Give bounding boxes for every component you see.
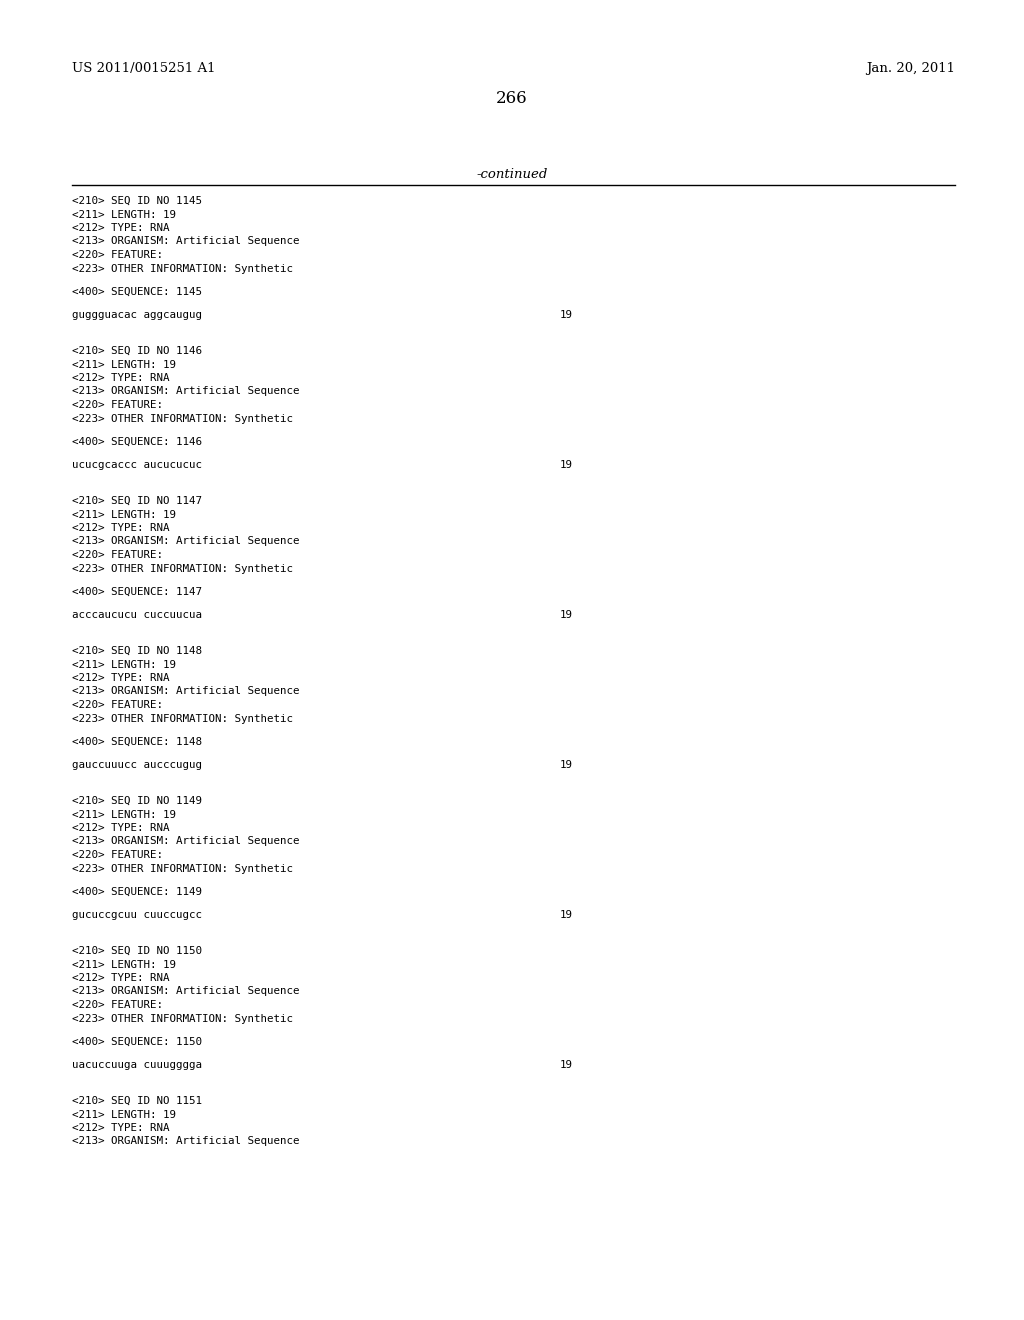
Text: <223> OTHER INFORMATION: Synthetic: <223> OTHER INFORMATION: Synthetic [72, 1014, 293, 1023]
Text: <210> SEQ ID NO 1146: <210> SEQ ID NO 1146 [72, 346, 202, 356]
Text: <210> SEQ ID NO 1151: <210> SEQ ID NO 1151 [72, 1096, 202, 1106]
Text: <400> SEQUENCE: 1149: <400> SEQUENCE: 1149 [72, 887, 202, 898]
Text: <400> SEQUENCE: 1146: <400> SEQUENCE: 1146 [72, 437, 202, 447]
Text: <220> FEATURE:: <220> FEATURE: [72, 700, 163, 710]
Text: <211> LENGTH: 19: <211> LENGTH: 19 [72, 960, 176, 969]
Text: <220> FEATURE:: <220> FEATURE: [72, 550, 163, 560]
Text: <213> ORGANISM: Artificial Sequence: <213> ORGANISM: Artificial Sequence [72, 986, 299, 997]
Text: <211> LENGTH: 19: <211> LENGTH: 19 [72, 210, 176, 219]
Text: <213> ORGANISM: Artificial Sequence: <213> ORGANISM: Artificial Sequence [72, 536, 299, 546]
Text: <212> TYPE: RNA: <212> TYPE: RNA [72, 223, 170, 234]
Text: <212> TYPE: RNA: <212> TYPE: RNA [72, 523, 170, 533]
Text: <212> TYPE: RNA: <212> TYPE: RNA [72, 822, 170, 833]
Text: <220> FEATURE:: <220> FEATURE: [72, 249, 163, 260]
Text: <223> OTHER INFORMATION: Synthetic: <223> OTHER INFORMATION: Synthetic [72, 714, 293, 723]
Text: <220> FEATURE:: <220> FEATURE: [72, 1001, 163, 1010]
Text: <211> LENGTH: 19: <211> LENGTH: 19 [72, 359, 176, 370]
Text: <213> ORGANISM: Artificial Sequence: <213> ORGANISM: Artificial Sequence [72, 236, 299, 247]
Text: <212> TYPE: RNA: <212> TYPE: RNA [72, 374, 170, 383]
Text: <213> ORGANISM: Artificial Sequence: <213> ORGANISM: Artificial Sequence [72, 686, 299, 697]
Text: <211> LENGTH: 19: <211> LENGTH: 19 [72, 510, 176, 520]
Text: <213> ORGANISM: Artificial Sequence: <213> ORGANISM: Artificial Sequence [72, 387, 299, 396]
Text: 19: 19 [560, 461, 573, 470]
Text: 19: 19 [560, 911, 573, 920]
Text: <210> SEQ ID NO 1150: <210> SEQ ID NO 1150 [72, 946, 202, 956]
Text: gauccuuucc aucccugug: gauccuuucc aucccugug [72, 760, 202, 771]
Text: 19: 19 [560, 760, 573, 771]
Text: <220> FEATURE:: <220> FEATURE: [72, 850, 163, 861]
Text: <223> OTHER INFORMATION: Synthetic: <223> OTHER INFORMATION: Synthetic [72, 863, 293, 874]
Text: <400> SEQUENCE: 1150: <400> SEQUENCE: 1150 [72, 1038, 202, 1047]
Text: 19: 19 [560, 310, 573, 321]
Text: <223> OTHER INFORMATION: Synthetic: <223> OTHER INFORMATION: Synthetic [72, 564, 293, 573]
Text: <400> SEQUENCE: 1147: <400> SEQUENCE: 1147 [72, 587, 202, 597]
Text: 266: 266 [497, 90, 527, 107]
Text: <210> SEQ ID NO 1149: <210> SEQ ID NO 1149 [72, 796, 202, 807]
Text: <210> SEQ ID NO 1148: <210> SEQ ID NO 1148 [72, 645, 202, 656]
Text: <212> TYPE: RNA: <212> TYPE: RNA [72, 673, 170, 682]
Text: <211> LENGTH: 19: <211> LENGTH: 19 [72, 809, 176, 820]
Text: ucucgcaccc aucucucuc: ucucgcaccc aucucucuc [72, 461, 202, 470]
Text: <210> SEQ ID NO 1145: <210> SEQ ID NO 1145 [72, 195, 202, 206]
Text: <212> TYPE: RNA: <212> TYPE: RNA [72, 1123, 170, 1133]
Text: guggguacac aggcaugug: guggguacac aggcaugug [72, 310, 202, 321]
Text: gucuccgcuu cuuccugcc: gucuccgcuu cuuccugcc [72, 911, 202, 920]
Text: <211> LENGTH: 19: <211> LENGTH: 19 [72, 1110, 176, 1119]
Text: <400> SEQUENCE: 1145: <400> SEQUENCE: 1145 [72, 286, 202, 297]
Text: <220> FEATURE:: <220> FEATURE: [72, 400, 163, 411]
Text: <212> TYPE: RNA: <212> TYPE: RNA [72, 973, 170, 983]
Text: <213> ORGANISM: Artificial Sequence: <213> ORGANISM: Artificial Sequence [72, 837, 299, 846]
Text: uacuccuuga cuuugggga: uacuccuuga cuuugggga [72, 1060, 202, 1071]
Text: <223> OTHER INFORMATION: Synthetic: <223> OTHER INFORMATION: Synthetic [72, 264, 293, 273]
Text: Jan. 20, 2011: Jan. 20, 2011 [866, 62, 955, 75]
Text: <400> SEQUENCE: 1148: <400> SEQUENCE: 1148 [72, 737, 202, 747]
Text: <211> LENGTH: 19: <211> LENGTH: 19 [72, 660, 176, 669]
Text: <210> SEQ ID NO 1147: <210> SEQ ID NO 1147 [72, 496, 202, 506]
Text: -continued: -continued [476, 168, 548, 181]
Text: 19: 19 [560, 610, 573, 620]
Text: 19: 19 [560, 1060, 573, 1071]
Text: <223> OTHER INFORMATION: Synthetic: <223> OTHER INFORMATION: Synthetic [72, 413, 293, 424]
Text: US 2011/0015251 A1: US 2011/0015251 A1 [72, 62, 215, 75]
Text: acccaucucu cuccuucua: acccaucucu cuccuucua [72, 610, 202, 620]
Text: <213> ORGANISM: Artificial Sequence: <213> ORGANISM: Artificial Sequence [72, 1137, 299, 1147]
